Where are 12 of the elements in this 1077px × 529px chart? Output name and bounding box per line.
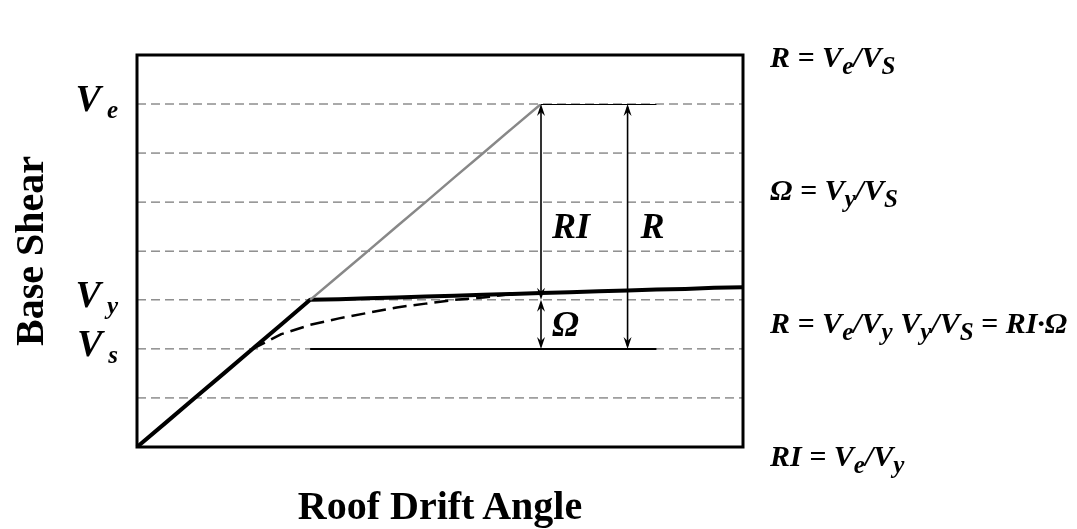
ref-line-label: V$_{s}$ — [76, 321, 118, 368]
x-axis-title: Roof Drift Angle — [297, 481, 583, 529]
text: Ω = V$_{y}$/V$_{S}$ — [770, 173, 898, 213]
text: RI = V$_{e}$/V$_{y}$ — [770, 439, 905, 479]
annotation: R — [639, 206, 665, 247]
annotation: RI — [551, 206, 593, 247]
annotation: Ω — [552, 304, 579, 345]
y-axis-title: Base Shear — [5, 156, 53, 346]
ref-line-label: V$_{e}$ — [75, 77, 118, 123]
text: R = V$_{e}$/V$_{y}$ V$_{y}$/V$_{S}$ = RI·Ω — [770, 306, 1068, 345]
ref-line-label: V$_{y}$ — [75, 272, 119, 319]
text: R = V$_{e}$/V$_{S}$ — [770, 40, 896, 80]
